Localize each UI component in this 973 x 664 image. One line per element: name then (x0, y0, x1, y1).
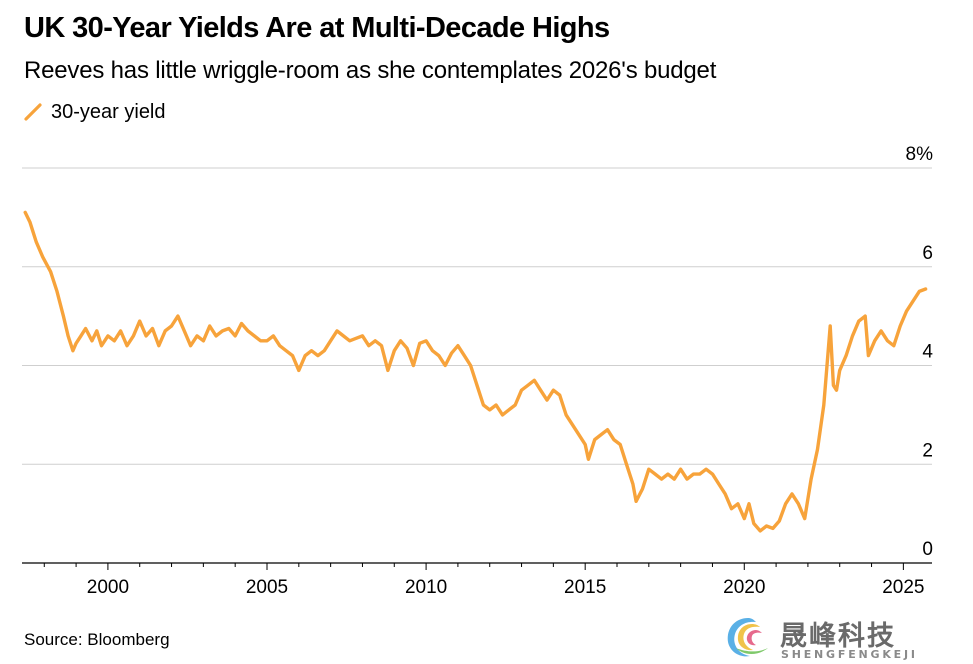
watermark: 晟峰科技 SHENGFENGKEJI (722, 612, 937, 662)
y-tick-label: 2 (922, 440, 933, 461)
x-tick-label: 2000 (87, 577, 129, 598)
legend-line-icon (24, 103, 42, 121)
y-tick-label: 0 (922, 539, 933, 560)
legend-label: 30-year yield (51, 100, 166, 123)
gridlines (22, 167, 932, 465)
y-tick-label: 8% (906, 144, 934, 165)
watermark-subname: SHENGFENGKEJI (781, 648, 918, 661)
chart-subtitle: Reeves has little wriggle-room as she co… (24, 57, 717, 84)
series-line-30-year-yield (23, 210, 928, 533)
x-tick-label: 2005 (246, 577, 288, 598)
series-group (23, 210, 928, 533)
source-note: Source: Bloomberg (24, 630, 170, 649)
chart-title: UK 30-Year Yields Are at Multi-Decade Hi… (24, 12, 610, 44)
y-tick-label: 4 (922, 342, 933, 363)
watermark-logo-icon (727, 618, 768, 657)
x-axis: 2000 2005 2010 2015 2020 2025 (22, 562, 932, 598)
y-axis: 0 2 4 6 8% (906, 144, 934, 560)
legend: 30-year yield (24, 99, 166, 125)
y-tick-label: 6 (922, 243, 933, 264)
x-tick-label: 2020 (723, 577, 765, 598)
line-chart: 2000 2005 2010 2015 2020 2025 0 2 4 6 8% (22, 144, 934, 598)
x-tick-label: 2025 (882, 577, 924, 598)
watermark-name: 晟峰科技 (780, 621, 896, 652)
x-tick-label: 2010 (405, 577, 447, 598)
x-tick-label: 2015 (564, 577, 606, 598)
